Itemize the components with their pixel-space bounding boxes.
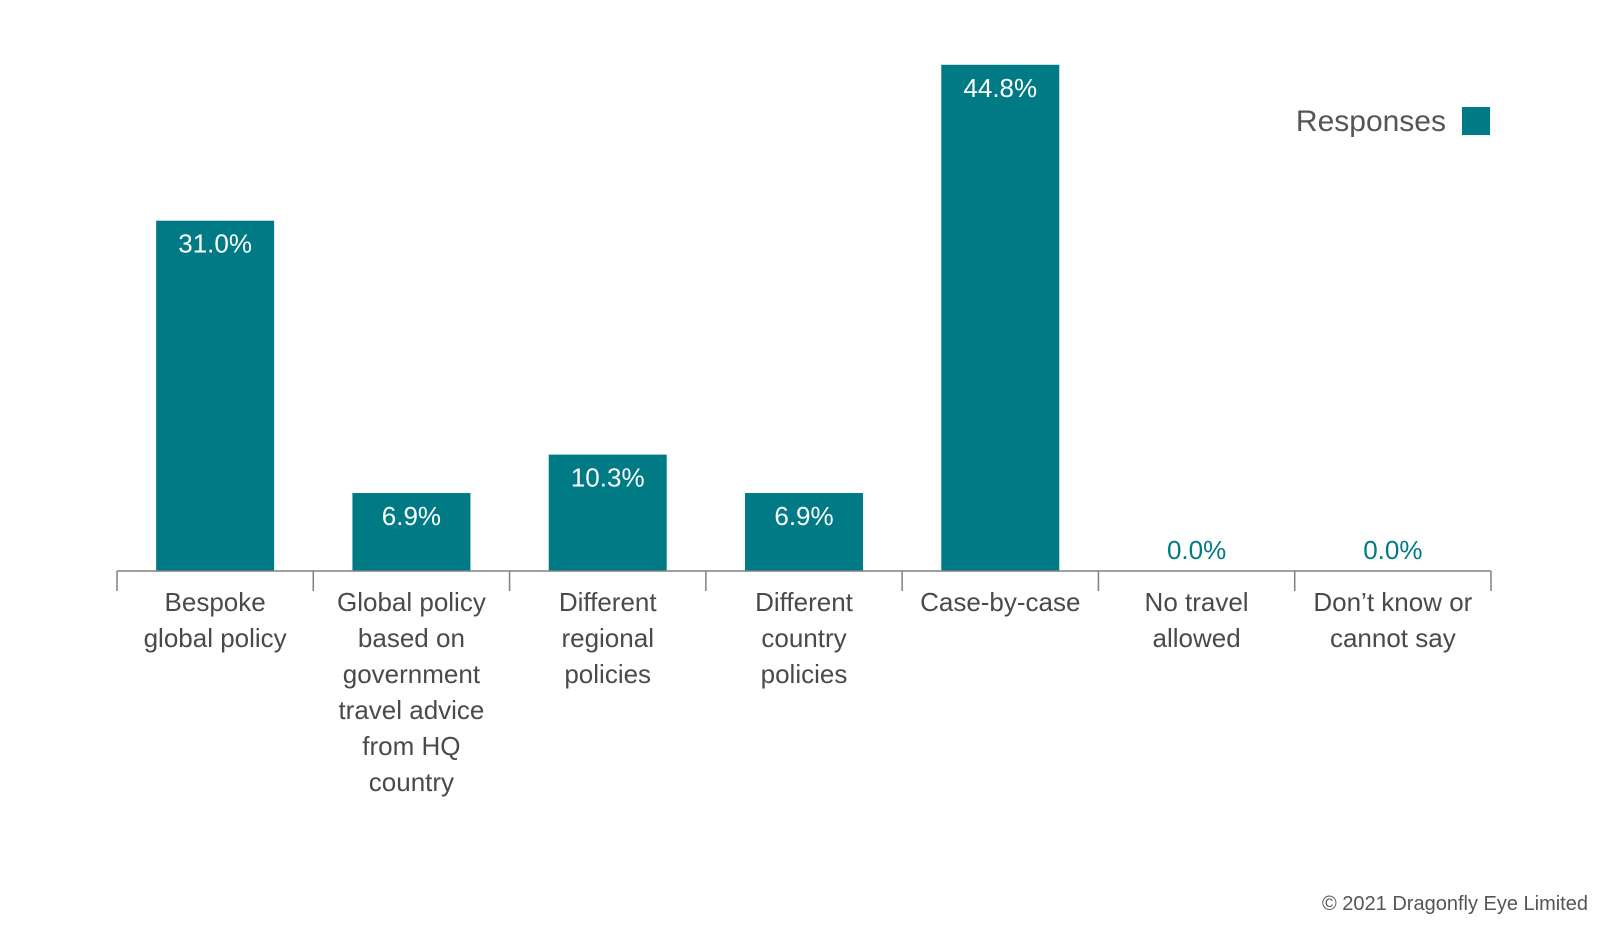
x-axis	[116, 570, 1492, 591]
category-label-line: policies	[564, 659, 651, 689]
category-label-line: cannot say	[1330, 623, 1456, 653]
category-label-line: Case-by-case	[920, 587, 1080, 617]
bar-value-label: 0.0%	[1363, 535, 1422, 565]
bar	[352, 493, 471, 571]
category-label-line: Global policy	[337, 587, 486, 617]
bar-value-label: 0.0%	[1167, 535, 1226, 565]
category-label: Case-by-case	[920, 587, 1080, 617]
category-label-line: country	[761, 623, 846, 653]
bar	[156, 220, 275, 571]
bar	[745, 493, 863, 571]
category-label: Different regional policies	[559, 587, 658, 689]
category-label-line: Don’t know or	[1313, 587, 1472, 617]
legend-swatch	[1462, 107, 1490, 135]
bars-layer	[156, 64, 1060, 571]
category-label-line: No travel	[1145, 587, 1249, 617]
category-label: Don’t know or cannot say	[1313, 587, 1472, 653]
legend: Responses	[1296, 105, 1490, 138]
category-label-line: global policy	[144, 623, 287, 653]
category-label: No travel allowed	[1145, 587, 1249, 653]
labels-layer: 31.0% Bespoke global policy 6.9% Global poli…	[144, 73, 1473, 797]
category-label: Different country policies	[755, 587, 854, 689]
category-label-line: Bespoke	[165, 587, 266, 617]
category-label-line: Different	[755, 587, 854, 617]
category-label-line: policies	[761, 659, 848, 689]
bar	[548, 454, 667, 571]
category-label-line: government	[343, 659, 481, 689]
bar-value-label: 6.9%	[382, 501, 441, 531]
category-label-line: country	[369, 767, 454, 797]
category-label-line: from HQ	[362, 731, 460, 761]
bar-value-label: 6.9%	[774, 501, 833, 531]
category-label-line: based on	[358, 623, 465, 653]
bar-value-label: 44.8%	[963, 73, 1037, 103]
category-label-line: allowed	[1152, 623, 1240, 653]
copyright-notice: © 2021 Dragonfly Eye Limited	[1322, 893, 1588, 915]
category-label-line: travel advice	[338, 695, 484, 725]
legend-label: Responses	[1296, 105, 1446, 138]
category-label-line: Different	[559, 587, 658, 617]
category-label: Bespoke global policy	[144, 587, 287, 653]
bar	[941, 64, 1060, 571]
category-label-line: regional	[561, 623, 654, 653]
bar-value-label: 31.0%	[178, 229, 252, 259]
bar-value-label: 10.3%	[571, 463, 645, 493]
category-label: Global policy based on government travel ad…	[337, 587, 486, 797]
